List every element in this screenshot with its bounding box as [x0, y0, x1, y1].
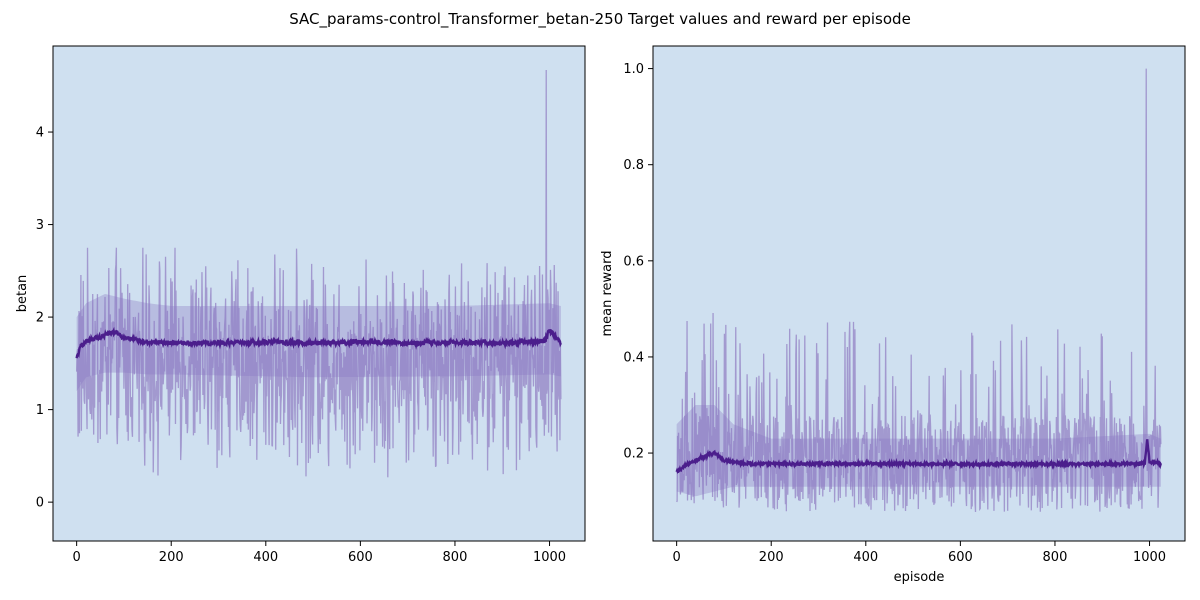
x-tick-label: 400: [253, 550, 278, 565]
x-tick-label: 400: [853, 550, 878, 565]
subplot-mean-reward: 0 200 400 600 800 1000 0.2 0.4 0.6 0.8 1.0 mean rew…: [600, 46, 1185, 585]
x-tick-label: 1000: [1133, 550, 1166, 565]
y-axis-label: betan: [15, 275, 30, 313]
figure-suptitle: SAC_params-control_Transformer_betan-250…: [289, 10, 911, 29]
y-tick-label: 3: [36, 218, 44, 233]
y-axis-label: mean reward: [600, 250, 615, 336]
x-tick-label: 0: [73, 550, 81, 565]
x-tick-label: 0: [673, 550, 681, 565]
y-tick-label: 0: [36, 496, 44, 511]
y-tick-label: 0.4: [623, 350, 644, 365]
x-tick-label: 600: [348, 550, 373, 565]
x-tick-label: 800: [1043, 550, 1068, 565]
x-tick-label: 1000: [533, 550, 566, 565]
x-tick-label: 200: [159, 550, 184, 565]
x-tick-label: 600: [948, 550, 973, 565]
y-tick-label: 2: [36, 311, 44, 326]
y-tick-label: 1.0: [623, 62, 644, 77]
x-axis-label: episode: [894, 570, 945, 585]
y-tick-label: 0.8: [623, 158, 644, 173]
y-tick-label: 4: [36, 126, 44, 141]
y-tick-label: 0.6: [623, 254, 644, 269]
x-tick-label: 800: [443, 550, 468, 565]
y-tick-label: 0.2: [623, 447, 644, 462]
x-tick-label: 200: [759, 550, 784, 565]
subplot-betan: 0 200 400 600 800 1000 0 1 2 3 4 betan: [15, 46, 585, 565]
y-tick-label: 1: [36, 403, 44, 418]
